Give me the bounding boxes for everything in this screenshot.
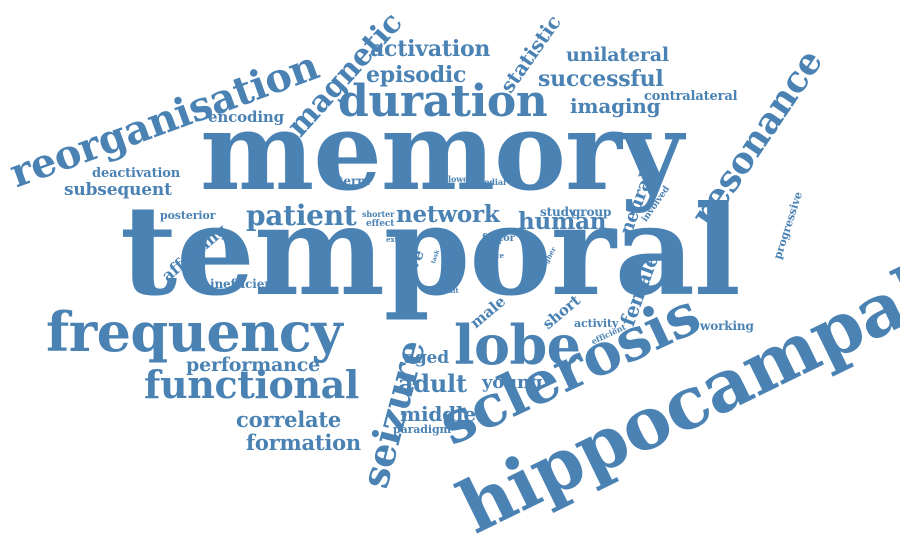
word-encoding: encoding	[208, 108, 284, 126]
word-medial: medial	[476, 177, 506, 187]
word-functional: functional	[144, 362, 359, 407]
word-duration: duration	[338, 76, 548, 127]
word-lower: lower	[448, 174, 473, 184]
word-term: term	[338, 174, 370, 188]
word-patient: patient	[246, 199, 357, 232]
word-face: face	[488, 251, 504, 260]
word-progressive: progressive	[771, 190, 806, 261]
word-adult: adult	[398, 369, 467, 398]
word-lobe: lobe	[454, 313, 581, 377]
word-group: group	[572, 205, 612, 219]
word-resonance: resonance	[682, 41, 831, 235]
word-memory: memory	[200, 89, 684, 215]
word-performance: performance	[186, 354, 321, 376]
word-paradigm: paradigm	[393, 423, 452, 436]
word-young: young	[482, 372, 543, 393]
word-middle: middle	[400, 402, 476, 426]
word-working: working	[700, 319, 754, 333]
word-contralateral: contralateral	[644, 89, 738, 104]
word-unilateral: unilateral	[566, 44, 669, 66]
word-successful: successful	[538, 66, 664, 92]
word-extra: extra	[386, 235, 406, 244]
word-posterior: posterior	[160, 209, 216, 222]
word-study: study	[540, 205, 576, 219]
word-human: human	[518, 208, 607, 235]
word-inefficient: inefficient	[210, 277, 279, 291]
word-formation: formation	[246, 430, 361, 455]
word-activation: activation	[370, 36, 491, 62]
word-frequency: frequency	[46, 300, 343, 364]
word-aged: aged	[404, 348, 449, 368]
word-imaging: imaging	[570, 94, 661, 118]
word-subsequent: subsequent	[64, 180, 172, 200]
word-temporal: temporal	[120, 179, 741, 324]
word-network: network	[396, 201, 500, 228]
word-effect: effect	[366, 219, 395, 229]
word-factor: factor	[482, 233, 515, 244]
word-episodic: episodic	[366, 62, 467, 88]
word-word: word	[485, 239, 502, 246]
word-correlate: correlate	[236, 407, 342, 432]
word-result: result	[436, 286, 459, 295]
word-shorter: shorter	[362, 209, 395, 219]
word-deactivation: deactivation	[92, 166, 181, 181]
word-activity: activity	[574, 317, 619, 330]
